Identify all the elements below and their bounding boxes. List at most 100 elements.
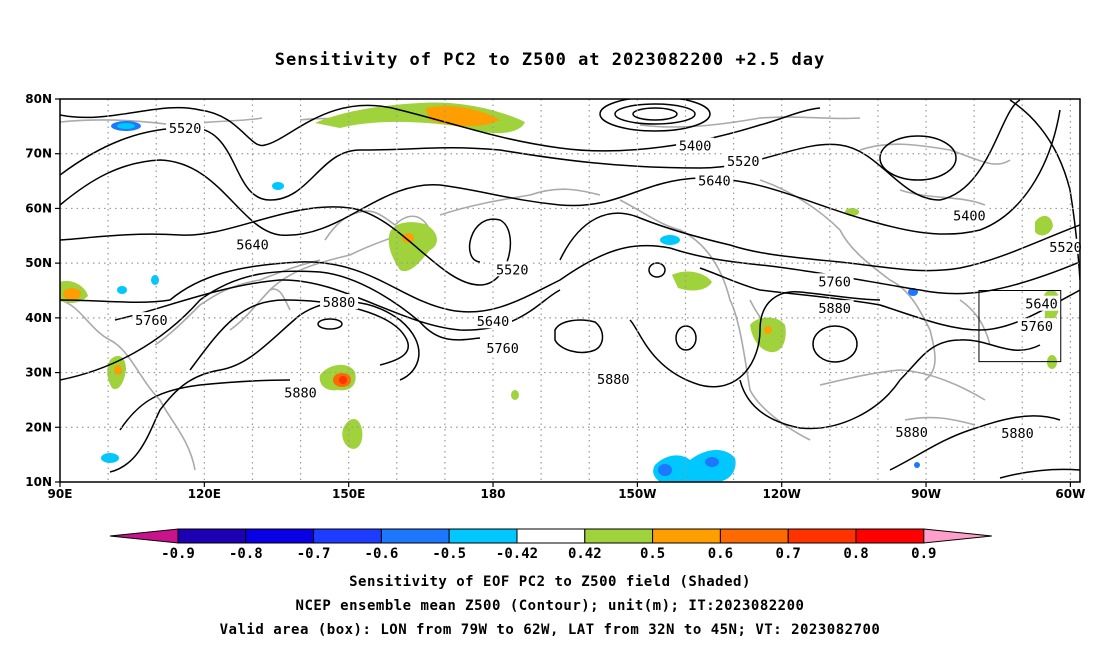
colorbar-label: -0.9 <box>161 546 195 562</box>
colorbar-label: 0.8 <box>843 546 868 562</box>
contour-label-bg <box>483 340 522 356</box>
contour-label-bg <box>998 424 1037 440</box>
contour-label: 5760 <box>1020 319 1053 335</box>
contour-label-bg <box>676 137 715 153</box>
colorbar-label: 0.42 <box>568 546 602 562</box>
contour-label: 5400 <box>679 139 712 155</box>
shade-patch <box>764 326 772 334</box>
caption-line-2: NCEP ensemble mean Z500 (Contour); unit(… <box>295 598 805 614</box>
colorbar-segment <box>787 528 857 544</box>
shade-patch <box>151 275 159 285</box>
contour-label-bg <box>892 423 931 439</box>
lon-tick-label: 150W <box>618 487 656 501</box>
contour-label-bg <box>166 120 205 136</box>
colorbar-label: -0.6 <box>365 546 399 562</box>
shade-patch <box>402 233 414 243</box>
shade-patch <box>117 286 127 294</box>
colorbar-segment <box>652 528 721 544</box>
colorbar-label: 0.7 <box>776 546 801 562</box>
contour-label-bg <box>320 294 359 310</box>
lat-tick-label: 20N <box>25 420 52 434</box>
contour-label: 5520 <box>727 154 760 170</box>
lat-tick-label: 30N <box>25 366 52 380</box>
colorbar-segment <box>719 528 789 544</box>
shade-patch <box>339 376 347 384</box>
colorbar-label: -0.5 <box>432 546 466 562</box>
contour-label-bg <box>1017 318 1056 334</box>
lat-tick-label: 80N <box>25 92 52 106</box>
shade-patch <box>101 453 119 463</box>
contour-label-bg <box>815 273 854 289</box>
colorbar-segment <box>516 528 586 544</box>
contour-label: 5520 <box>496 262 529 278</box>
colorbar-arrow-high <box>923 528 992 544</box>
shade-patch <box>511 390 519 400</box>
shade-patch <box>914 462 920 468</box>
contour-label: 5640 <box>698 174 731 190</box>
lat-tick-label: 40N <box>25 311 52 325</box>
contour-label: 5880 <box>323 295 356 311</box>
lat-tick-label: 70N <box>25 147 52 161</box>
contour-label: 5760 <box>486 341 519 357</box>
z500-contours <box>60 99 1080 479</box>
coastlines <box>60 116 1011 471</box>
lon-tick-label: 120W <box>763 487 801 501</box>
valid-area-box <box>978 290 1062 363</box>
contour-label-bg <box>1046 238 1085 254</box>
shade-patch <box>672 271 712 291</box>
contour-label: 5880 <box>1001 426 1034 442</box>
contour-label-bg <box>594 371 633 387</box>
caption-line-1: Sensitivity of EOF PC2 to Z500 field (Sh… <box>349 574 751 590</box>
contour-label-bg <box>1022 295 1061 311</box>
shade-patch <box>705 457 719 467</box>
contour-label-bg <box>474 313 513 329</box>
shade-patch <box>117 123 135 129</box>
shade-patch <box>63 288 81 300</box>
contour-label-bg <box>950 207 989 223</box>
colorbar-arrow-low <box>109 528 179 544</box>
colorbar-segment <box>380 528 450 544</box>
contour-label-bg <box>815 300 854 316</box>
colorbar-segment <box>313 528 382 544</box>
page-title: Sensitivity of PC2 to Z500 at 2023082200… <box>274 50 826 70</box>
colorbar-label: -0.8 <box>229 546 263 562</box>
contour-label: 5880 <box>597 372 630 388</box>
contour-label-bg <box>233 236 272 252</box>
shade-patch <box>342 418 363 449</box>
lat-tick-label: 10N <box>25 475 52 489</box>
colorbar-label: -0.7 <box>297 546 331 562</box>
colorbar-segment <box>245 528 315 544</box>
contour-label: 5760 <box>818 274 851 290</box>
contour-label: 5640 <box>477 314 510 330</box>
contour-label: 5880 <box>895 425 928 441</box>
caption-line-3: Valid area (box): LON from 79W to 62W, L… <box>219 622 881 638</box>
shade-patch <box>1035 215 1053 236</box>
sensitivity-shading <box>60 102 1060 482</box>
lon-tick-label: 120E <box>188 487 221 501</box>
contour-label: 5880 <box>284 385 317 401</box>
lat-tick-label: 60N <box>25 201 52 215</box>
colorbar-segment <box>584 528 654 544</box>
map-frame <box>59 98 1081 483</box>
shade-patch <box>658 464 672 476</box>
shade-patch <box>660 235 680 245</box>
contour-label: 5880 <box>818 301 851 317</box>
colorbar-segment <box>855 528 925 544</box>
contour-label-bg <box>132 312 171 328</box>
lon-tick-label: 90E <box>48 487 73 501</box>
shade-patch <box>272 182 284 190</box>
lon-tick-label: 60W <box>1055 487 1085 501</box>
colorbar-segment <box>177 528 247 544</box>
colorbar: -0.9 -0.8 -0.7 -0.6 -0.5 -0.42 0.42 0.5 0.6 0.7 0.… <box>109 528 992 562</box>
shade-patch <box>750 317 786 353</box>
colorbar-label: -0.42 <box>496 546 538 562</box>
contour-label: 5520 <box>169 121 202 137</box>
contour-label-bg <box>724 152 763 168</box>
contour-label: 5640 <box>1025 297 1058 313</box>
contour-label: 5760 <box>135 313 168 329</box>
lon-tick-label: 150E <box>332 487 365 501</box>
lon-tick-label: 90W <box>911 487 941 501</box>
colorbar-label: 0.6 <box>708 546 733 562</box>
